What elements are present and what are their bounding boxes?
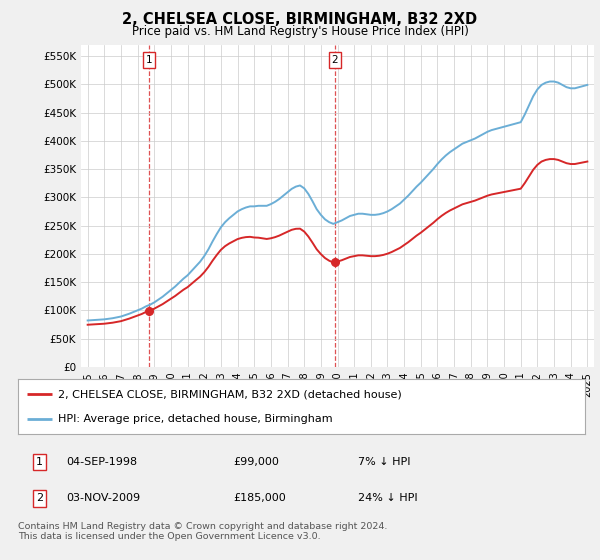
Text: HPI: Average price, detached house, Birmingham: HPI: Average price, detached house, Birm… (58, 414, 332, 423)
Text: 2, CHELSEA CLOSE, BIRMINGHAM, B32 2XD (detached house): 2, CHELSEA CLOSE, BIRMINGHAM, B32 2XD (d… (58, 390, 401, 399)
Text: £185,000: £185,000 (233, 493, 286, 503)
Text: 1: 1 (36, 457, 43, 467)
Text: 1: 1 (145, 55, 152, 65)
Text: 7% ↓ HPI: 7% ↓ HPI (358, 457, 410, 467)
Text: £99,000: £99,000 (233, 457, 280, 467)
Text: Price paid vs. HM Land Registry's House Price Index (HPI): Price paid vs. HM Land Registry's House … (131, 25, 469, 38)
Text: 2, CHELSEA CLOSE, BIRMINGHAM, B32 2XD: 2, CHELSEA CLOSE, BIRMINGHAM, B32 2XD (122, 12, 478, 27)
Text: 04-SEP-1998: 04-SEP-1998 (66, 457, 137, 467)
Text: 2: 2 (36, 493, 43, 503)
Text: 03-NOV-2009: 03-NOV-2009 (66, 493, 140, 503)
Text: 2: 2 (332, 55, 338, 65)
Text: Contains HM Land Registry data © Crown copyright and database right 2024.
This d: Contains HM Land Registry data © Crown c… (18, 522, 388, 542)
Text: 24% ↓ HPI: 24% ↓ HPI (358, 493, 418, 503)
